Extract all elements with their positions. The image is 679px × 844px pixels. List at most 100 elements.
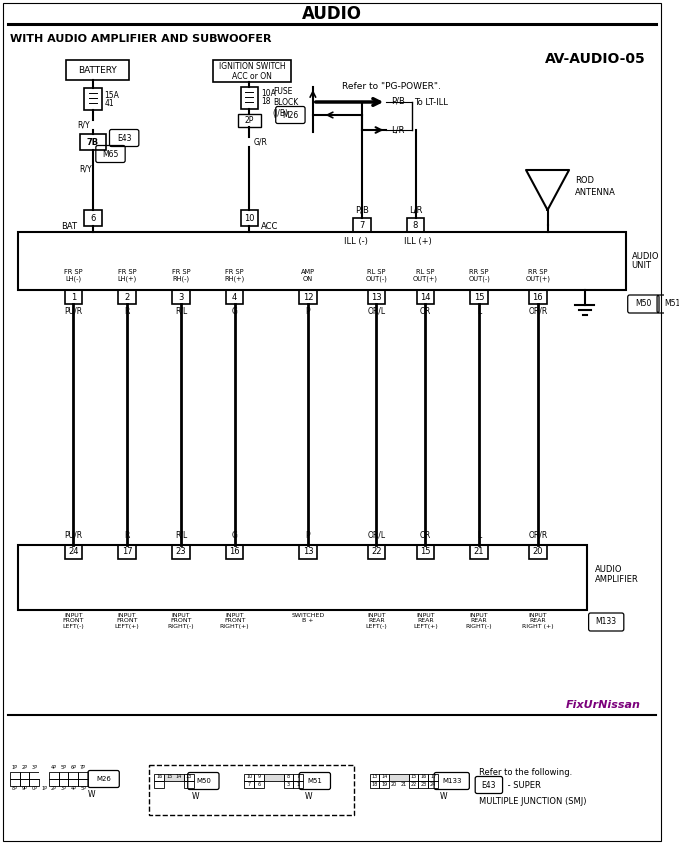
Text: OR/R: OR/R	[528, 307, 547, 316]
Bar	[238, 114, 261, 127]
Text: 41: 41	[105, 99, 114, 108]
Text: 17: 17	[122, 548, 132, 556]
Text: 5P: 5P	[80, 786, 86, 791]
Bar	[20, 779, 29, 786]
Bar	[10, 772, 20, 779]
Text: M50: M50	[635, 300, 652, 309]
Text: BAT: BAT	[62, 222, 77, 231]
Text: 15A: 15A	[105, 91, 120, 100]
Text: R/L: R/L	[175, 307, 187, 316]
Text: 10A: 10A	[261, 89, 276, 98]
Text: 22: 22	[371, 548, 382, 556]
Bar	[29, 772, 39, 779]
Text: 24: 24	[430, 782, 437, 787]
Text: 19: 19	[381, 782, 387, 787]
Text: 24: 24	[68, 548, 79, 556]
Bar	[293, 781, 303, 788]
Bar	[380, 781, 389, 788]
Text: INPUT
FRONT
LEFT(-): INPUT FRONT LEFT(-)	[62, 613, 84, 629]
Bar	[416, 545, 434, 559]
Bar	[213, 60, 291, 82]
Text: UNIT: UNIT	[631, 262, 652, 270]
Text: 3: 3	[178, 293, 183, 301]
Text: G: G	[232, 307, 238, 316]
Text: 8P: 8P	[12, 786, 18, 791]
Bar	[84, 88, 102, 110]
Bar	[254, 781, 264, 788]
Bar	[409, 781, 418, 788]
Text: 10: 10	[244, 214, 255, 223]
Text: L: L	[477, 307, 481, 316]
Bar	[172, 290, 189, 304]
Text: P: P	[306, 307, 310, 316]
Text: 12: 12	[303, 293, 313, 301]
Bar	[49, 772, 58, 779]
Text: 8: 8	[287, 775, 290, 780]
Text: 1P: 1P	[41, 786, 47, 791]
Text: W: W	[88, 790, 96, 799]
Text: 3P: 3P	[31, 765, 37, 770]
Bar	[529, 545, 547, 559]
Bar	[184, 774, 194, 781]
Text: G/R: G/R	[253, 137, 267, 146]
Text: R: R	[124, 531, 130, 540]
Bar	[65, 545, 82, 559]
Bar	[299, 290, 317, 304]
Text: 9: 9	[257, 775, 261, 780]
Bar	[49, 779, 58, 786]
Bar	[293, 774, 303, 781]
Bar	[471, 545, 488, 559]
Text: INPUT
REAR
LEFT(+): INPUT REAR LEFT(+)	[413, 613, 438, 629]
Text: ANTENNA: ANTENNA	[575, 187, 616, 197]
Text: PU/R: PU/R	[65, 531, 82, 540]
Text: 16: 16	[156, 775, 162, 780]
Text: 16: 16	[230, 548, 240, 556]
Text: IGNITION SWITCH: IGNITION SWITCH	[219, 62, 286, 71]
Text: W: W	[305, 792, 312, 801]
Text: 2P: 2P	[244, 116, 254, 125]
Text: AMPLIFIER: AMPLIFIER	[595, 575, 638, 584]
Text: 1: 1	[297, 782, 300, 787]
Text: Refer to "PG-POWER".: Refer to "PG-POWER".	[342, 82, 441, 91]
Text: M65: M65	[103, 149, 119, 159]
Text: M50: M50	[196, 778, 210, 784]
Text: 7: 7	[248, 782, 251, 787]
Bar	[172, 545, 189, 559]
Text: 21: 21	[474, 548, 484, 556]
Text: 15: 15	[166, 775, 172, 780]
Bar	[299, 545, 317, 559]
Text: FR SP
LH(+): FR SP LH(+)	[117, 268, 136, 282]
Text: 7: 7	[297, 775, 300, 780]
Text: RR SP
OUT(-): RR SP OUT(-)	[468, 268, 490, 282]
Text: R/Y: R/Y	[77, 120, 90, 129]
Text: 16: 16	[420, 775, 426, 780]
Text: 20: 20	[391, 782, 397, 787]
Text: INPUT
FRONT
LEFT(+): INPUT FRONT LEFT(+)	[115, 613, 139, 629]
Bar	[69, 779, 78, 786]
Text: INPUT
FRONT
RIGHT(-): INPUT FRONT RIGHT(-)	[168, 613, 194, 629]
Text: 6P: 6P	[71, 765, 76, 770]
Bar	[428, 781, 438, 788]
Text: W: W	[191, 792, 199, 801]
Text: 5P: 5P	[60, 765, 67, 770]
Text: 7: 7	[359, 220, 365, 230]
Text: 18: 18	[371, 782, 378, 787]
Text: ROD: ROD	[575, 176, 594, 185]
Text: M133: M133	[595, 618, 617, 626]
Text: FixUrNissan: FixUrNissan	[566, 700, 640, 710]
Text: 13: 13	[371, 293, 382, 301]
Bar	[254, 774, 264, 781]
Text: FUSE
BLOCK
(J/B): FUSE BLOCK (J/B)	[273, 87, 298, 118]
Bar	[471, 290, 488, 304]
Text: 0P: 0P	[31, 786, 37, 791]
Text: 23: 23	[420, 782, 426, 787]
Text: 14: 14	[381, 775, 388, 780]
Text: MULTIPLE JUNCTION (SMJ): MULTIPLE JUNCTION (SMJ)	[479, 797, 587, 806]
Bar	[149, 765, 354, 815]
Text: M133: M133	[442, 778, 462, 784]
Bar	[226, 290, 244, 304]
Text: L: L	[477, 531, 481, 540]
Text: RL SP
OUT(-): RL SP OUT(-)	[365, 268, 388, 282]
Bar	[353, 218, 371, 232]
Bar	[155, 774, 164, 781]
